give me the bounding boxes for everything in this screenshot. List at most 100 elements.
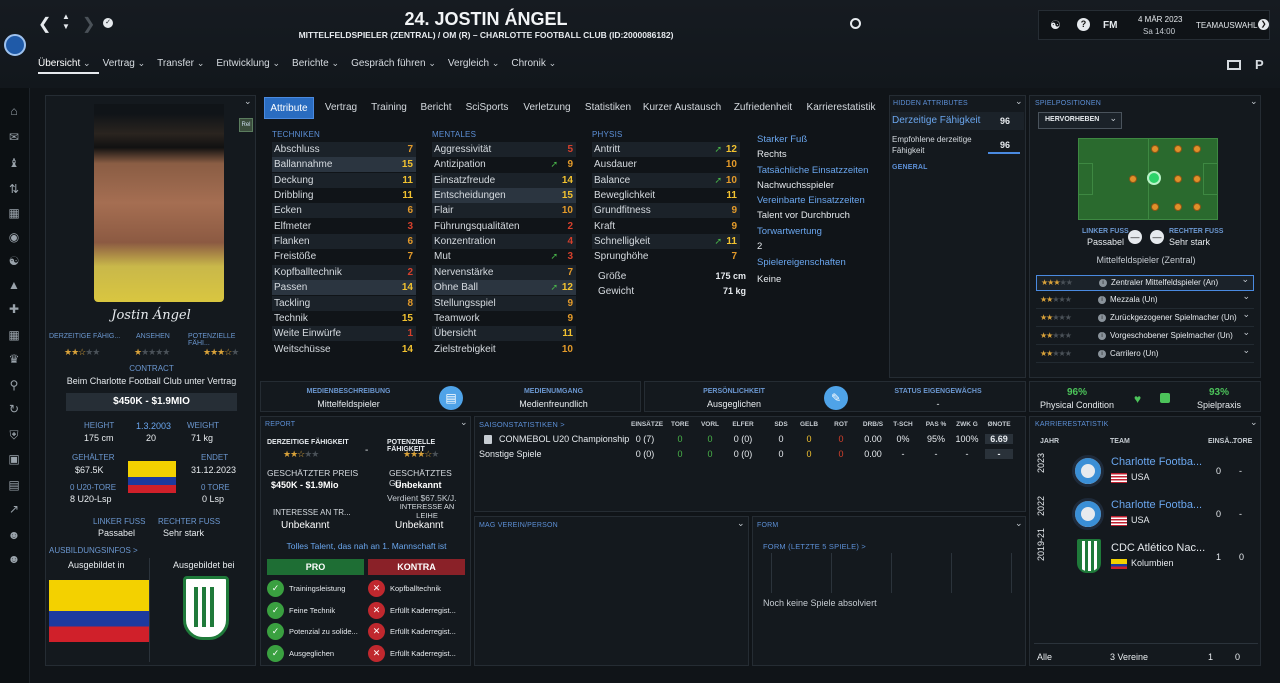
career-row[interactable]: 2022 Charlotte Footba... USA 0 - [1030,494,1262,536]
competitions-icon[interactable]: ♛ [8,352,20,366]
attribute-row[interactable]: Einsatzfreude 14 [432,172,576,188]
menu-overview[interactable]: Übersicht ⌄ [38,58,99,74]
squad-icon[interactable]: ♝ [8,156,20,170]
form-sub-link[interactable]: FORM (LETZTE 5 SPIELE) > [763,542,866,551]
attribute-row[interactable]: Ausdauer 10 [592,157,740,172]
attribute-row[interactable]: Freistöße 7 [272,249,416,264]
report-icon[interactable]: ↗ [8,502,20,516]
scouting-icon[interactable]: ⚲ [9,378,19,392]
attribute-row[interactable]: Tackling 8 [272,295,416,311]
menu-reports[interactable]: Berichte ⌄ [288,58,347,74]
search-icon[interactable] [850,18,861,29]
role-row[interactable]: ★★★★★ i Zurückgezogener Spielmacher (Un) ⌄ [1036,309,1254,327]
highlight-dropdown[interactable]: HERVORHEBEN ⌄ [1038,112,1122,129]
info-icon[interactable]: i [1098,296,1106,304]
role-row[interactable]: ★★★★★ i Mezzala (Un) ⌄ [1036,291,1254,309]
tab-report[interactable]: Bericht [420,102,452,113]
attribute-row[interactable]: Grundfitness 9 [592,203,740,219]
attribute-row[interactable]: Technik 15 [272,311,416,326]
attribute-row[interactable]: Kraft 9 [592,219,740,234]
home-icon[interactable]: ⌂ [10,104,18,118]
season-header[interactable]: EINSÄTZE [631,421,664,428]
chevron-down-icon[interactable]: ⌄ [1242,327,1250,337]
forward-icon[interactable]: ❯ [82,16,96,33]
attribute-row[interactable]: Ohne Ball ➚ 12 [432,280,576,296]
transfers-icon[interactable]: ↻ [8,402,20,416]
chevron-down-icon[interactable]: ⌄ [1250,417,1258,427]
chevron-down-icon[interactable]: ⌄ [460,417,468,427]
season-header[interactable]: TORE [671,421,689,428]
info-icon[interactable]: i [1098,332,1106,340]
up-down-icon[interactable]: ▲ ▼ [62,12,70,31]
attribute-row[interactable]: Aggressivität 5 [432,142,576,157]
chevron-down-icon[interactable]: ⌄ [1241,274,1249,284]
attribute-row[interactable]: Weite Einwürfe 1 [272,326,416,342]
attribute-row[interactable]: Deckung 11 [272,172,416,188]
menu-history[interactable]: Chronik ⌄ [507,58,564,74]
attribute-row[interactable]: Weitschüsse 14 [272,342,416,357]
attribute-row[interactable]: Antritt ➚ 12 [592,142,740,157]
season-header[interactable]: ØNOTE [987,421,1011,428]
season-header[interactable]: ZWK G [956,421,978,428]
info-icon[interactable]: i [1098,350,1106,358]
training-info-link[interactable]: AUSBILDUNGSINFOS > [49,546,138,555]
role-row[interactable]: ★★★★★ i Zentraler Mittelfeldspieler (An) ⌄ [1036,274,1254,291]
chevron-down-icon[interactable]: ⌄ [244,96,252,106]
club-info-icon[interactable]: ⛨ [9,428,19,442]
attribute-row[interactable]: Flanken 6 [272,234,416,250]
goals-label[interactable]: 0 TORE [201,483,230,492]
tab-stats[interactable]: Statistiken [584,102,632,113]
season-label[interactable]: SAISONSTATISTIKEN > [479,420,565,429]
attribute-row[interactable]: Führungsqualitäten 2 [432,219,576,234]
menu-transfer[interactable]: Transfer ⌄ [153,58,212,74]
tab-career-stats[interactable]: Karrierestatistik [806,102,876,113]
training-icon[interactable]: ▲ [8,278,20,292]
calendar-icon[interactable]: ▦ [8,328,20,342]
career-team[interactable]: Charlotte Footba... [1111,456,1203,468]
staff-icon[interactable]: ☯ [8,254,20,268]
attribute-row[interactable]: Zielstrebigkeit 10 [432,342,576,357]
season-header[interactable]: T-SCH [893,421,913,428]
tab-attributes[interactable]: Attribute [264,97,314,119]
career-team[interactable]: CDC Atlético Nac... [1111,542,1206,554]
dev-centre-icon[interactable]: ▤ [8,478,20,492]
attribute-row[interactable]: Konzentration 4 [432,234,576,250]
attribute-row[interactable]: Stellungsspiel 9 [432,295,576,311]
attribute-row[interactable]: Sprunghöhe 7 [592,249,740,264]
dob-value[interactable]: 1.3.2003 [136,421,172,431]
tab-contract[interactable]: Vertrag [324,102,358,113]
finances-icon[interactable]: ▣ [8,452,20,466]
menu-contract[interactable]: Vertrag ⌄ [99,58,154,74]
attribute-row[interactable]: Teamwork 9 [432,311,576,326]
manager-icon[interactable]: ☻ [7,528,21,542]
season-header[interactable]: ROT [834,421,848,428]
attribute-row[interactable]: Schnelligkeit ➚ 11 [592,234,740,250]
season-row[interactable]: Sonstige Spiele 0 (0) 0 0 0 (0) 0 0 0 0.00 - - - - [475,448,1027,462]
attribute-row[interactable]: Elfmeter 3 [272,219,416,234]
chevron-down-icon[interactable]: ⌄ [1015,518,1023,528]
chevron-down-icon[interactable]: ⌄ [1242,309,1250,319]
attribute-row[interactable]: Ballannahme 15 [272,157,416,173]
career-row[interactable]: 2019-21 CDC Atlético Nac... Kolumbien 1 0 [1030,528,1262,579]
paypal-icon[interactable]: P [1255,57,1264,72]
chevron-down-icon[interactable]: ⌄ [737,518,745,528]
role-row[interactable]: ★★★★★ i Carrilero (Un) ⌄ [1036,345,1254,363]
info-icon[interactable]: i [1098,314,1106,322]
chevron-down-icon[interactable]: ⌄ [1015,96,1023,106]
chevron-down-icon[interactable]: ⌄ [1242,345,1250,355]
attribute-row[interactable]: Kopfballtechnik 2 [272,264,416,280]
attribute-row[interactable]: Mut ➚ 3 [432,249,576,264]
u20-goals-label[interactable]: 0 U20-TORE [70,483,117,492]
monitor-icon[interactable] [1227,60,1241,70]
season-header[interactable]: SDS [774,421,788,428]
tab-training[interactable]: Training [371,102,407,113]
attribute-row[interactable]: Abschluss 7 [272,142,416,157]
career-team[interactable]: Charlotte Footba... [1111,499,1203,511]
chevron-down-icon[interactable]: ⌄ [1250,96,1258,106]
tab-happiness[interactable]: Zufriedenheit [733,102,793,113]
dropdown-icon[interactable]: ✓ [103,18,113,28]
season-row[interactable]: CONMEBOL U20 Championship 0 (7) 0 0 0 (0) 0 0 0… [475,433,1027,447]
season-header[interactable]: PAS % [925,421,947,428]
tactics-icon[interactable]: ⇅ [8,182,20,196]
attribute-row[interactable]: Beweglichkeit 11 [592,188,740,203]
